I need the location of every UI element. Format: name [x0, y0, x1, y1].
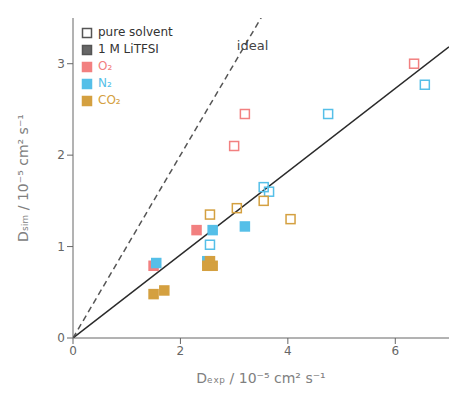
svg-text:2: 2 [57, 148, 65, 162]
svg-text:ideal: ideal [237, 38, 268, 53]
html-text:N₂: N₂ [98, 76, 112, 90]
svg-text:2: 2 [177, 344, 185, 358]
svg-text:Dₛᵢₘ / 10⁻⁵ cm² s⁻¹: Dₛᵢₘ / 10⁻⁵ cm² s⁻¹ [15, 114, 31, 242]
html-text:pure solvent: pure solvent [98, 25, 173, 39]
html-text:1 M LiTFSI: 1 M LiTFSI [98, 42, 159, 56]
svg-text:3: 3 [57, 57, 65, 71]
html-text:CO₂: CO₂ [98, 93, 121, 107]
svg-text:0: 0 [69, 344, 77, 358]
html-text:O₂: O₂ [98, 59, 113, 73]
svg-text:0: 0 [57, 331, 65, 345]
svg-text:4: 4 [284, 344, 292, 358]
svg-text:Dₑₓₚ / 10⁻⁵ cm² s⁻¹: Dₑₓₚ / 10⁻⁵ cm² s⁻¹ [196, 370, 325, 386]
svg-text:6: 6 [391, 344, 399, 358]
svg-text:1: 1 [57, 240, 65, 254]
